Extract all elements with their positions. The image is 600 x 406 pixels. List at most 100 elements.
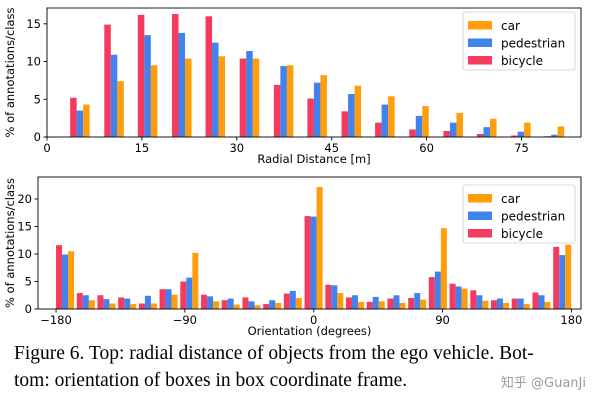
bar-car xyxy=(502,302,509,309)
bar-bicycle xyxy=(553,246,560,309)
legend-label-bicycle: bicycle xyxy=(501,227,543,241)
bar-pedestrian xyxy=(124,298,131,309)
bar-bicycle xyxy=(138,303,145,309)
bar-car xyxy=(295,298,302,309)
bar-bicycle xyxy=(325,284,332,309)
y-tick-label: 20 xyxy=(17,192,32,206)
bar-pedestrian xyxy=(372,296,379,309)
bar-pedestrian xyxy=(62,254,69,309)
bar-car xyxy=(88,300,95,309)
bar-bicycle xyxy=(409,129,416,137)
bar-pedestrian xyxy=(212,42,219,138)
legend-swatch-pedestrian xyxy=(468,38,492,47)
legend-swatch-car xyxy=(468,21,492,30)
bar-pedestrian xyxy=(476,295,483,309)
x-tick-label: 45 xyxy=(324,141,339,155)
caption-line-2: tom: orientation of boxes in box coordin… xyxy=(14,370,408,391)
bar-car xyxy=(213,301,220,309)
y-tick-label: 5 xyxy=(25,275,32,289)
bar-car xyxy=(275,302,282,309)
bar-bicycle xyxy=(205,16,213,137)
bar-pedestrian xyxy=(165,289,172,309)
bar-car xyxy=(524,122,531,137)
bar-pedestrian xyxy=(186,277,193,309)
legend-label-bicycle: bicycle xyxy=(501,54,543,68)
bar-pedestrian xyxy=(144,295,151,309)
bar-pedestrian xyxy=(449,122,457,137)
y-tick-label: 10 xyxy=(17,247,32,261)
bar-car xyxy=(482,300,489,309)
bar-bicycle xyxy=(242,297,249,309)
y-tick-label: 0 xyxy=(34,130,41,144)
bar-pedestrian xyxy=(207,296,214,309)
bar-bicycle xyxy=(345,297,352,309)
chart-1: 0 15 30 45 60 75 0 5 10 15 Radial Distance [m] % of… xyxy=(3,8,582,166)
bar-pedestrian xyxy=(351,295,358,309)
bar-bicycle xyxy=(511,298,518,309)
bar-bicycle xyxy=(375,122,382,137)
bar-bicycle xyxy=(476,133,484,137)
bar-bicycle xyxy=(70,97,77,137)
bar-pedestrian xyxy=(269,300,276,309)
legend-swatch-pedestrian xyxy=(468,211,492,220)
bar-car xyxy=(357,301,364,309)
x-tick-label: 90 xyxy=(435,313,450,327)
bar-bicycle xyxy=(273,84,281,137)
bar-car xyxy=(461,288,468,309)
caption-line-1: Figure 6. Top: radial distance of object… xyxy=(14,343,534,364)
bar-pedestrian xyxy=(248,301,255,309)
legend-label-car: car xyxy=(501,192,520,206)
plot-frame xyxy=(37,176,582,310)
bar-car xyxy=(254,305,261,309)
bar-car xyxy=(150,65,158,137)
bar-pedestrian xyxy=(289,290,296,309)
bar-bicycle xyxy=(283,293,290,309)
bar-bicycle xyxy=(137,14,145,137)
bar-pedestrian xyxy=(82,295,89,309)
bar-car xyxy=(523,304,530,309)
chart-2: −180 −90 0 90 180 0 5 10 15 20 Orientation (degree… xyxy=(3,176,582,338)
legend-label-pedestrian: pedestrian xyxy=(501,37,565,51)
bar-pedestrian xyxy=(496,298,503,309)
bar-car xyxy=(185,58,192,137)
bar-bicycle xyxy=(56,245,63,309)
x-axis-label: Radial Distance [m] xyxy=(257,152,370,166)
x-tick-label: 30 xyxy=(229,141,244,155)
bar-pedestrian xyxy=(178,32,186,137)
bar-bicycle xyxy=(118,297,125,309)
watermark: 知乎 @GuanJi xyxy=(500,376,586,391)
bar-pedestrian xyxy=(538,295,545,309)
legend: car pedestrian bicycle xyxy=(462,11,576,71)
bar-bicycle xyxy=(307,98,314,137)
legend-swatch-bicycle xyxy=(468,229,492,238)
bar-bicycle xyxy=(159,289,166,309)
x-tick-label: 75 xyxy=(514,141,529,155)
bar-car xyxy=(109,303,116,309)
bar-pedestrian xyxy=(381,104,389,137)
bar-car xyxy=(252,58,260,137)
bar-bicycle xyxy=(239,58,247,137)
bar-pedestrian xyxy=(280,66,287,137)
bar-pedestrian xyxy=(227,298,234,309)
bar-pedestrian xyxy=(110,54,118,138)
bar-car xyxy=(456,112,463,137)
bar-car xyxy=(565,244,572,309)
bar-bicycle xyxy=(366,301,373,309)
bar-car xyxy=(422,106,429,137)
x-tick-label: −90 xyxy=(173,313,197,327)
bar-car xyxy=(489,118,497,137)
legend-swatch-bicycle xyxy=(468,56,492,65)
bar-pedestrian xyxy=(483,127,490,137)
x-tick-label: 180 xyxy=(560,313,582,327)
bar-car xyxy=(320,75,327,137)
bar-car xyxy=(420,299,427,309)
bar-bicycle xyxy=(171,14,179,137)
legend-swatch-car xyxy=(468,194,492,203)
y-tick-label: 5 xyxy=(34,92,41,106)
bar-car xyxy=(218,56,226,137)
bar-pedestrian xyxy=(76,110,84,137)
bar-bicycle xyxy=(201,294,208,309)
bar-car xyxy=(440,228,447,309)
bar-bicycle xyxy=(341,111,349,137)
